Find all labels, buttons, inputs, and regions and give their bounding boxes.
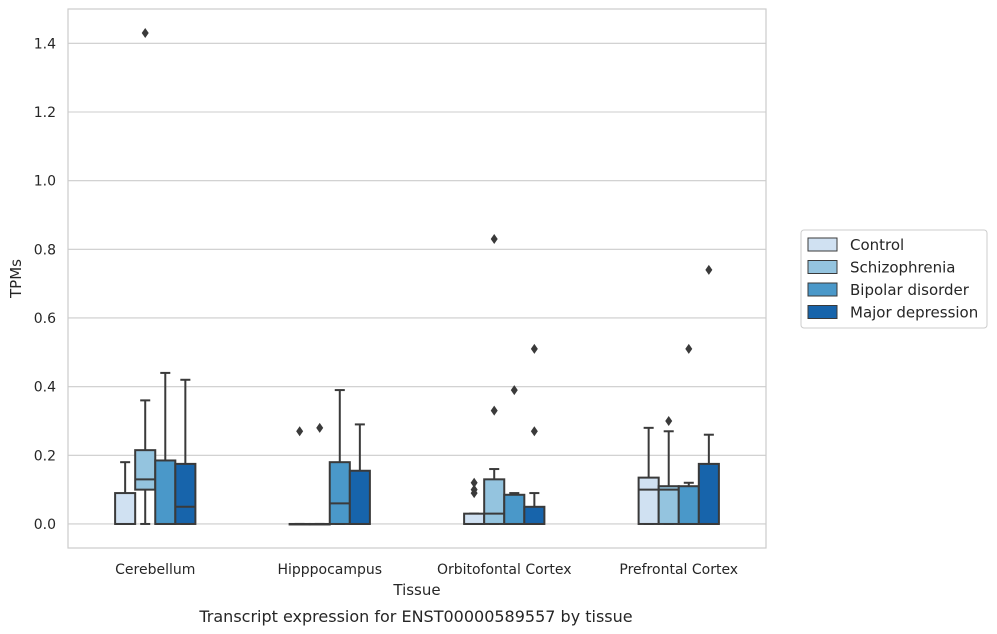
box-schizophrenia: [308, 422, 331, 526]
box-body: [657, 485, 680, 525]
box-major-depression: [523, 343, 546, 525]
gridlines: [68, 42, 766, 525]
box-schizophrenia: [483, 234, 506, 525]
box-body: [503, 493, 526, 525]
x-tick-label: Orbitofontal Cortex: [437, 562, 572, 578]
x-tick-label: Hipppocampus: [277, 562, 382, 578]
box-control: [463, 477, 486, 525]
legend-swatch: [807, 305, 838, 319]
outlier-point: [316, 422, 324, 433]
legend: Control Schizophrenia Bipolar disorder Majo…: [800, 229, 988, 329]
y-axis-label: TPMs: [7, 259, 25, 299]
box-body: [463, 512, 486, 525]
box-bipolar-disorder: [677, 343, 700, 525]
box-bipolar-disorder: [503, 385, 526, 525]
x-axis-ticks: Cerebellum Hipppocampus Orbitofontal Corte…: [115, 562, 738, 578]
outlier-point: [470, 477, 478, 488]
box-body: [637, 476, 660, 525]
x-tick-label: Cerebellum: [115, 562, 195, 578]
box-body: [154, 459, 177, 525]
plot-area-frame: [67, 8, 767, 549]
outlier-point: [490, 234, 498, 245]
box-bipolar-disorder: [154, 371, 177, 525]
box-body: [134, 449, 157, 491]
legend-label: Schizophrenia: [850, 259, 955, 277]
y-axis-ticks: 0.0 0.2 0.4 0.6 0.8 1.0 1.2 1.4: [34, 36, 56, 533]
box-body: [114, 492, 137, 525]
box-schizophrenia: [657, 415, 680, 525]
outlier-point: [296, 426, 304, 437]
box-control: [288, 426, 311, 526]
box-major-depression: [697, 264, 720, 525]
box-body: [677, 485, 700, 525]
outlier-point: [705, 264, 713, 275]
y-tick-label: 1.0: [34, 174, 56, 190]
chart-caption: Transcript expression for ENST0000058955…: [198, 607, 632, 626]
y-tick-label: 0.8: [34, 242, 56, 258]
box-schizophrenia: [134, 28, 157, 525]
box-body: [523, 505, 546, 525]
box-major-depression: [348, 423, 371, 525]
outlier-point: [665, 415, 673, 426]
x-tick-label: Prefrontal Cortex: [619, 562, 738, 578]
legend-swatch: [807, 237, 838, 252]
x-axis-label: Tissue: [392, 581, 440, 599]
outlier-point: [685, 343, 693, 354]
box-major-depression: [174, 378, 197, 525]
y-tick-label: 0.6: [34, 311, 56, 327]
y-tick-label: 0.2: [34, 448, 56, 464]
outlier-point: [530, 343, 538, 354]
legend-label: Control: [850, 236, 904, 254]
legend-frame: [800, 229, 988, 329]
outlier-point: [490, 405, 498, 416]
legend-label: Bipolar disorder: [850, 281, 970, 299]
outlier-point: [470, 484, 478, 495]
outlier-point: [510, 385, 518, 396]
box-body: [328, 461, 351, 525]
y-tick-label: 0.0: [34, 517, 56, 533]
box-series-group: [114, 28, 720, 526]
box-body: [483, 478, 506, 525]
box-body: [348, 469, 371, 525]
legend-label: Major depression: [850, 304, 978, 322]
legend-items: Control Schizophrenia Bipolar disorder Majo…: [807, 236, 978, 322]
box-body: [174, 462, 197, 525]
y-tick-label: 1.2: [34, 105, 56, 121]
legend-swatch: [807, 282, 838, 297]
box-bipolar-disorder: [328, 389, 351, 525]
box-body: [697, 462, 720, 525]
legend-swatch: [807, 260, 838, 274]
y-tick-label: 1.4: [34, 36, 56, 52]
box-control: [637, 426, 660, 525]
box-control: [114, 461, 137, 525]
y-tick-label: 0.4: [34, 380, 56, 396]
outlier-point: [530, 426, 538, 437]
outlier-point: [141, 28, 149, 39]
